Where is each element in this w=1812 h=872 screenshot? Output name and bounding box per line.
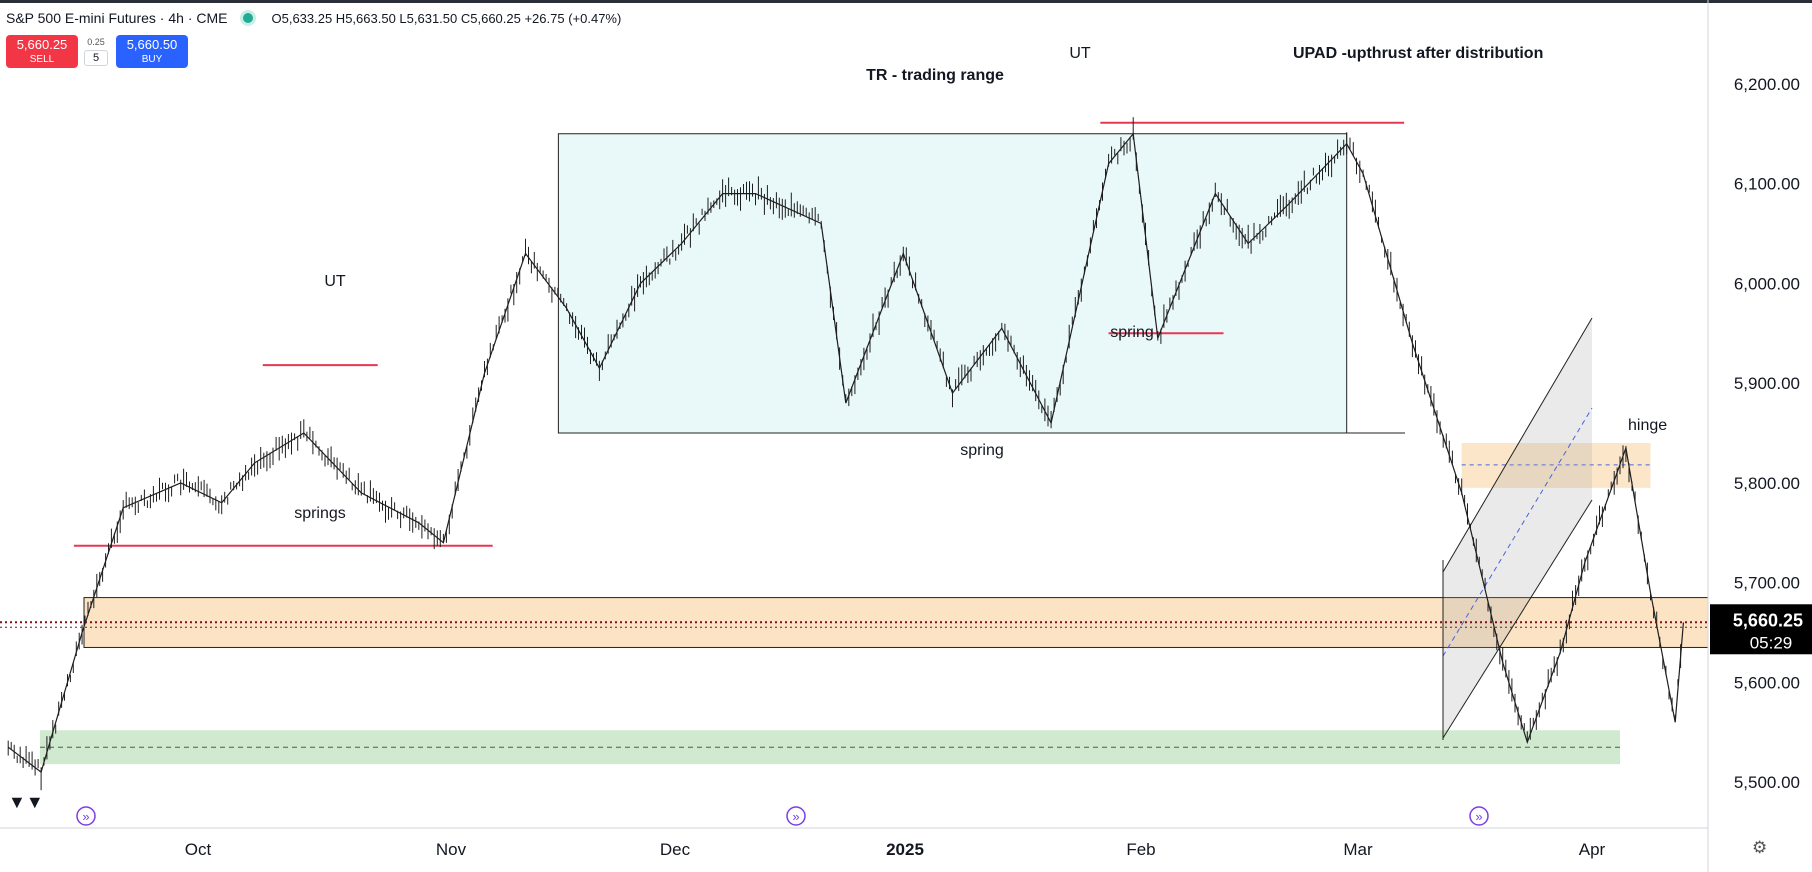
y-tick-label: 5,600.00 [1734,673,1800,692]
top-border [0,0,1812,3]
annotation-2: TR - trading range [866,67,1004,84]
annotation-5: spring [1110,324,1154,341]
spread-value: 0.25 [87,37,105,47]
x-tick-label: Feb [1126,840,1155,859]
event-marker-glyph: » [1475,809,1482,824]
y-tick-label: 5,800.00 [1734,474,1800,493]
bar-countdown-label: 05:29 [1750,633,1793,652]
buy-button[interactable]: 5,660.50 BUY [116,35,188,68]
trading-range-box [557,133,1348,434]
event-marker-glyph: » [792,809,799,824]
x-tick-label: Apr [1579,840,1606,859]
channel-lower-line [1442,499,1593,739]
last-price-label: 5,660.25 [1733,610,1803,630]
annotation-0: UT [324,273,346,290]
annotation-1: springs [294,505,346,522]
quantity-box[interactable]: 0.25 5 [84,37,108,66]
annotation-4: UT [1069,45,1091,62]
chart-header: S&P 500 E-mini Futures · 4h · CME O5,633… [6,10,621,26]
trade-panel: 5,660.25 SELL 0.25 5 5,660.50 BUY [6,35,188,68]
ohlc-readout: O5,633.25 H5,663.50 L5,631.50 C5,660.25 … [271,10,622,26]
last-price-badge [1710,604,1812,655]
tradingview-logo-icon[interactable]: ▼▼ [8,792,44,812]
event-marker-icon[interactable] [76,806,96,826]
event-marker-glyph: » [82,809,89,824]
event-marker-icon[interactable] [786,806,806,826]
y-tick-label: 5,700.00 [1734,574,1800,593]
symbol-title[interactable]: S&P 500 E-mini Futures · 4h · CME [6,10,228,26]
market-status-icon [243,13,254,23]
x-tick-label: 2025 [886,840,924,859]
annotation-6: UPAD -upthrust after distribution [1293,45,1543,62]
buy-price: 5,660.50 [126,37,178,52]
channel-fill [1443,318,1592,738]
x-tick-label: Oct [185,840,212,859]
annotation-3: spring [960,442,1004,459]
x-tick-label: Dec [660,840,691,859]
x-tick-label: Nov [436,840,467,859]
y-tick-label: 5,900.00 [1734,374,1800,393]
sell-button[interactable]: 5,660.25 SELL [6,35,78,68]
quantity-value: 5 [84,50,108,66]
sell-label: SELL [29,54,55,65]
event-marker-icon[interactable] [1469,806,1489,826]
y-tick-label: 5,500.00 [1734,773,1800,792]
settings-gear-icon[interactable]: ⚙ [1752,838,1768,857]
y-tick-label: 6,200.00 [1734,75,1800,94]
annotation-7: hinge [1628,417,1667,434]
buy-label: BUY [141,54,163,65]
x-tick-label: Mar [1343,840,1373,859]
channel-upper-line [1442,317,1593,573]
y-tick-label: 6,000.00 [1734,274,1800,293]
y-tick-label: 6,100.00 [1734,175,1800,194]
sell-price: 5,660.25 [16,37,68,52]
channel-midline [1442,407,1593,657]
